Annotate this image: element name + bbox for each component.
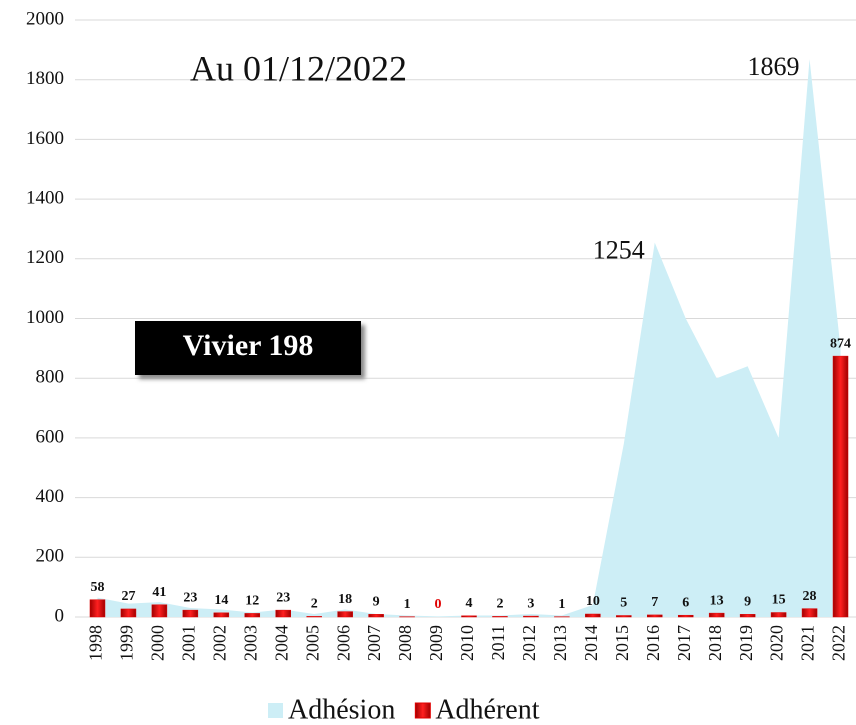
bar: [337, 611, 353, 618]
x-tick-label: 2000: [148, 625, 168, 661]
value-label: 23: [276, 590, 290, 605]
y-tick-label: 0: [55, 605, 65, 626]
x-tick-label: 2010: [457, 625, 477, 661]
y-tick-label: 1000: [26, 307, 64, 328]
value-label: 9: [744, 595, 751, 610]
bar: [151, 604, 168, 618]
value-label: 0: [435, 597, 442, 612]
bar: [770, 612, 787, 618]
x-tick-label: 2022: [829, 625, 849, 661]
value-label: 2: [311, 597, 318, 612]
x-tick-label: 2019: [736, 625, 756, 661]
bar: [275, 609, 291, 618]
subtitle-box: [135, 321, 361, 375]
value-label: 12: [245, 594, 259, 609]
bar: [492, 616, 508, 618]
bar: [244, 613, 261, 618]
bar: [708, 612, 725, 618]
x-tick-label: 2020: [767, 625, 787, 661]
value-label: 3: [527, 596, 534, 611]
bar: [677, 614, 694, 618]
value-label: 58: [90, 580, 104, 595]
bar: [306, 616, 322, 618]
subtitle: Vivier 198: [183, 329, 314, 362]
bar: [585, 613, 601, 618]
legend-label: Adhésion: [288, 694, 395, 725]
value-label: 1869: [748, 52, 800, 81]
bar: [368, 614, 384, 618]
value-label: 874: [830, 336, 851, 351]
x-tick-label: 2017: [674, 625, 694, 661]
legend-swatch: [414, 702, 431, 719]
value-label: 10: [586, 594, 600, 609]
y-tick-label: 2000: [26, 8, 64, 29]
value-label: 7: [651, 595, 658, 610]
value-label: 1: [558, 597, 565, 612]
value-label: 23: [183, 590, 197, 605]
x-tick-label: 2004: [271, 625, 291, 661]
value-label: 28: [803, 589, 817, 604]
x-tick-label: 1998: [86, 625, 106, 661]
value-label: 5: [620, 596, 627, 611]
bar: [182, 609, 199, 618]
y-tick-label: 1600: [26, 128, 64, 149]
value-label: 4: [466, 596, 473, 611]
value-label: 9: [373, 595, 380, 610]
bar: [120, 608, 137, 618]
y-tick-label: 800: [36, 367, 65, 388]
value-label: 2: [496, 597, 503, 612]
value-label: 1254: [593, 236, 645, 265]
value-label: 6: [682, 595, 689, 610]
bar: [801, 608, 818, 618]
x-tick-label: 2003: [240, 625, 260, 661]
x-tick-label: 2011: [488, 625, 508, 660]
x-tick-label: 2014: [581, 625, 601, 661]
x-tick-label: 2001: [178, 625, 198, 661]
value-label: 18: [338, 592, 352, 607]
x-tick-label: 2007: [364, 625, 384, 661]
legend-swatch: [268, 703, 283, 718]
value-label: 15: [772, 593, 786, 608]
bar: [461, 615, 477, 618]
x-tick-label: 2002: [209, 625, 229, 661]
y-tick-label: 200: [36, 546, 65, 567]
x-tick-label: 2005: [302, 625, 322, 661]
x-tick-label: 2008: [395, 625, 415, 661]
legend-label: Adhérent: [435, 694, 539, 725]
bar: [832, 355, 849, 618]
y-tick-label: 400: [36, 486, 65, 507]
value-label: 14: [214, 593, 228, 608]
y-tick-label: 1800: [26, 68, 64, 89]
bar: [213, 612, 230, 618]
bar: [739, 614, 756, 618]
y-tick-label: 600: [36, 426, 65, 447]
y-tick-label: 1400: [26, 187, 64, 208]
area: [97, 59, 841, 617]
x-tick-label: 2006: [333, 625, 353, 661]
bar: [523, 615, 539, 618]
x-tick-label: 1999: [117, 625, 137, 661]
x-tick-label: 2021: [798, 625, 818, 661]
chart-title: Au 01/12/2022: [190, 48, 407, 88]
value-label: 41: [152, 585, 166, 600]
value-label: 1: [404, 597, 411, 612]
bar: [89, 599, 106, 618]
bar: [647, 614, 663, 618]
x-tick-label: 2018: [705, 625, 725, 661]
x-tick-label: 2013: [550, 625, 570, 661]
y-tick-label: 1200: [26, 247, 64, 268]
value-label: 27: [121, 589, 135, 604]
value-label: 13: [710, 593, 724, 608]
x-tick-label: 2012: [519, 625, 539, 661]
x-tick-label: 2016: [643, 625, 663, 661]
x-tick-label: 2009: [426, 625, 446, 661]
bar: [616, 615, 632, 618]
x-tick-label: 2015: [612, 625, 632, 661]
